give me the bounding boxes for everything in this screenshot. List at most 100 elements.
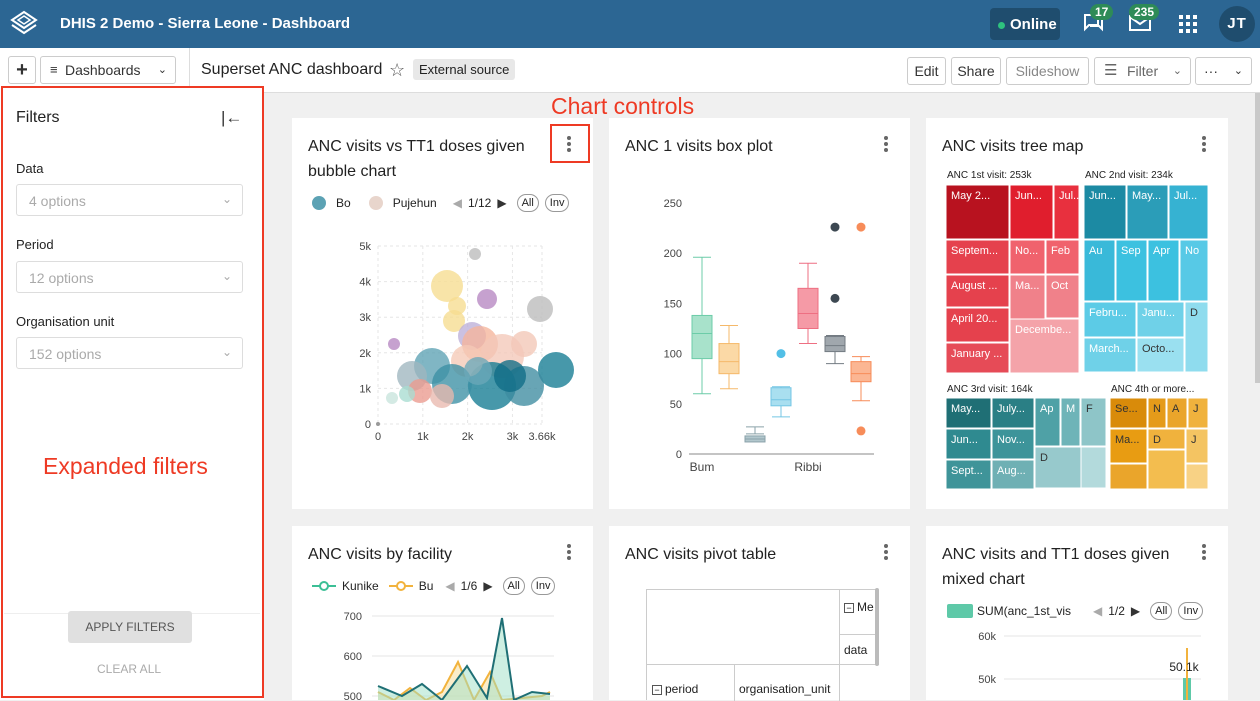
chart-menu-icon[interactable] bbox=[1202, 544, 1206, 562]
card-title: ANC visits and TT1 doses given mixed char… bbox=[942, 542, 1169, 592]
pivot-data-label: data bbox=[844, 643, 868, 657]
treemap-cell-label: Jun... bbox=[1089, 190, 1116, 202]
legend-all-button[interactable]: All bbox=[502, 577, 525, 595]
collapse-toggle-icon[interactable]: − bbox=[652, 685, 662, 695]
share-button[interactable]: Share bbox=[951, 57, 1001, 85]
expanded-filters-annotation: Expanded filters bbox=[43, 453, 208, 479]
legend-label-bo[interactable]: Bo bbox=[336, 196, 351, 210]
treemap-cell-label: Jul... bbox=[1059, 190, 1082, 202]
bubble-chart-plot: 0 1k 2k 3k 4k 5k 0 1k 2k 3k 3.66k bbox=[359, 241, 574, 443]
facility-line-chart: 500 600 700 bbox=[344, 611, 554, 700]
slideshow-button[interactable]: Slideshow bbox=[1006, 57, 1089, 85]
collapse-toggle-icon[interactable]: − bbox=[844, 603, 854, 613]
chart-menu-icon[interactable] bbox=[567, 544, 571, 562]
legend-invert-button[interactable]: Inv bbox=[544, 194, 570, 212]
dhis2-logo-icon[interactable] bbox=[10, 10, 38, 38]
filter-label-period: Period bbox=[16, 237, 54, 252]
apps-grid-icon[interactable] bbox=[1179, 15, 1197, 33]
next-page-icon[interactable]: ▶ bbox=[1130, 604, 1141, 618]
user-avatar[interactable]: JT bbox=[1219, 6, 1255, 42]
legend-swatch-kunike bbox=[312, 581, 336, 591]
chart-controls-highlight-box bbox=[550, 124, 590, 163]
box-body bbox=[691, 314, 713, 360]
card-title-line: ANC visits vs TT1 doses given bbox=[308, 138, 525, 155]
treemap-cell-label: Apr bbox=[1153, 245, 1170, 257]
legend-invert-button[interactable]: Inv bbox=[1178, 602, 1204, 620]
treemap-cell bbox=[1179, 239, 1209, 302]
prev-page-icon[interactable]: ◀ bbox=[1093, 604, 1103, 618]
treemap-cell bbox=[991, 428, 1035, 460]
external-source-tag: External source bbox=[413, 59, 516, 80]
treemap-cell bbox=[1080, 397, 1107, 447]
chart-menu-icon[interactable] bbox=[884, 544, 888, 562]
x-tick-label: 3k bbox=[507, 431, 519, 443]
treemap-cell-label: D bbox=[1040, 452, 1048, 464]
legend-all-button[interactable]: All bbox=[516, 194, 539, 212]
treemap-group-label: ANC 1st visit: 253k bbox=[947, 170, 1032, 181]
apply-filters-button[interactable]: APPLY FILTERS bbox=[68, 611, 192, 643]
treemap-group-label: ANC 2nd visit: 234k bbox=[1085, 170, 1174, 181]
prev-page-icon[interactable]: ◀ bbox=[445, 579, 455, 593]
add-dashboard-button[interactable]: + bbox=[8, 56, 36, 84]
legend-swatch-bo bbox=[312, 196, 326, 210]
pivot-metrics-header[interactable]: − Me bbox=[844, 600, 874, 614]
chevron-down-icon: ⌄ bbox=[221, 345, 232, 359]
bubble-point bbox=[386, 392, 398, 404]
collapse-panel-icon[interactable]: |← bbox=[221, 108, 243, 127]
treemap-cell bbox=[945, 274, 1010, 308]
card-title-line: ANC visits and TT1 doses given bbox=[942, 546, 1170, 563]
treemap-cell bbox=[1009, 239, 1046, 275]
pivot-col-divider bbox=[734, 664, 735, 701]
prev-page-icon[interactable]: ◀ bbox=[452, 196, 462, 210]
period-filter-select[interactable]: 12 options ⌄ bbox=[16, 261, 243, 293]
more-options-button[interactable]: ··· ⌄ bbox=[1195, 57, 1252, 85]
treemap-cell-label: D bbox=[1190, 307, 1198, 319]
chart-menu-icon[interactable] bbox=[1202, 136, 1206, 154]
legend-label-pujehun[interactable]: Pujehun bbox=[392, 196, 437, 210]
legend-label-bu[interactable]: Bu bbox=[418, 579, 434, 593]
legend-label-anc1[interactable]: SUM(anc_1st_vis bbox=[977, 604, 1072, 618]
box-outlier bbox=[830, 293, 840, 303]
mixed-legend: SUM(anc_1st_vis ◀ 1/2 ▶ All Inv bbox=[947, 602, 1204, 620]
filter-button[interactable]: ☰ Filter ⌄ bbox=[1094, 57, 1191, 85]
dashboards-dropdown-button[interactable]: ≡ Dashboards ⌄ bbox=[40, 56, 176, 84]
chevron-down-icon: ⌄ bbox=[1172, 65, 1182, 77]
treemap-cell bbox=[1083, 337, 1137, 373]
chevron-down-icon: ⌄ bbox=[221, 269, 232, 283]
clear-all-button[interactable]: CLEAR ALL bbox=[97, 662, 162, 676]
bubble-chart-card: ANC visits vs TT1 doses given bubble char… bbox=[292, 118, 593, 509]
page-scrollbar[interactable] bbox=[1255, 93, 1260, 383]
next-page-icon[interactable]: ▶ bbox=[483, 579, 493, 593]
star-icon[interactable]: ☆ bbox=[389, 60, 406, 80]
bubble-point bbox=[430, 384, 454, 408]
card-title: ANC 1 visits box plot bbox=[625, 138, 773, 155]
treemap-cell-label: No... bbox=[1015, 245, 1038, 257]
facility-legend: Kunike Bu ◀ 1/6 ▶ All Inv bbox=[312, 577, 556, 595]
legend-invert-button[interactable]: Inv bbox=[530, 577, 556, 595]
next-page-icon[interactable]: ▶ bbox=[497, 196, 507, 210]
organisation-unit-filter-select[interactable]: 152 options ⌄ bbox=[16, 337, 243, 369]
y-tick-label: 5k bbox=[359, 241, 371, 253]
data-filter-select[interactable]: 4 options ⌄ bbox=[16, 184, 243, 216]
box-body bbox=[797, 287, 819, 329]
chart-menu-icon[interactable] bbox=[884, 136, 888, 154]
pivot-period-header[interactable]: − period bbox=[652, 682, 698, 696]
bubble-point bbox=[538, 352, 574, 388]
edit-button[interactable]: Edit bbox=[907, 57, 946, 85]
legend-all-button[interactable]: All bbox=[1150, 602, 1173, 620]
more-label: ··· bbox=[1204, 63, 1218, 79]
pivot-scrollbar[interactable] bbox=[875, 588, 879, 666]
treemap-cell bbox=[1185, 463, 1209, 490]
dashboards-label: Dashboards bbox=[65, 62, 141, 78]
treemap-cell-label: J bbox=[1191, 434, 1197, 446]
bubble-point bbox=[469, 248, 481, 260]
interpretations-count-badge: 17 bbox=[1090, 4, 1114, 20]
chevron-down-icon: ⌄ bbox=[1233, 65, 1243, 77]
treemap-cell-label: Ma... bbox=[1015, 280, 1039, 292]
treemap-cell-label: Octo... bbox=[1142, 343, 1174, 355]
y-tick-label: 0 bbox=[676, 449, 682, 461]
y-tick-label: 250 bbox=[664, 198, 682, 210]
chart-menu-icon[interactable] bbox=[567, 136, 571, 154]
treemap-cell-label: Sep bbox=[1121, 245, 1141, 257]
legend-label-kunike[interactable]: Kunike bbox=[342, 579, 379, 593]
